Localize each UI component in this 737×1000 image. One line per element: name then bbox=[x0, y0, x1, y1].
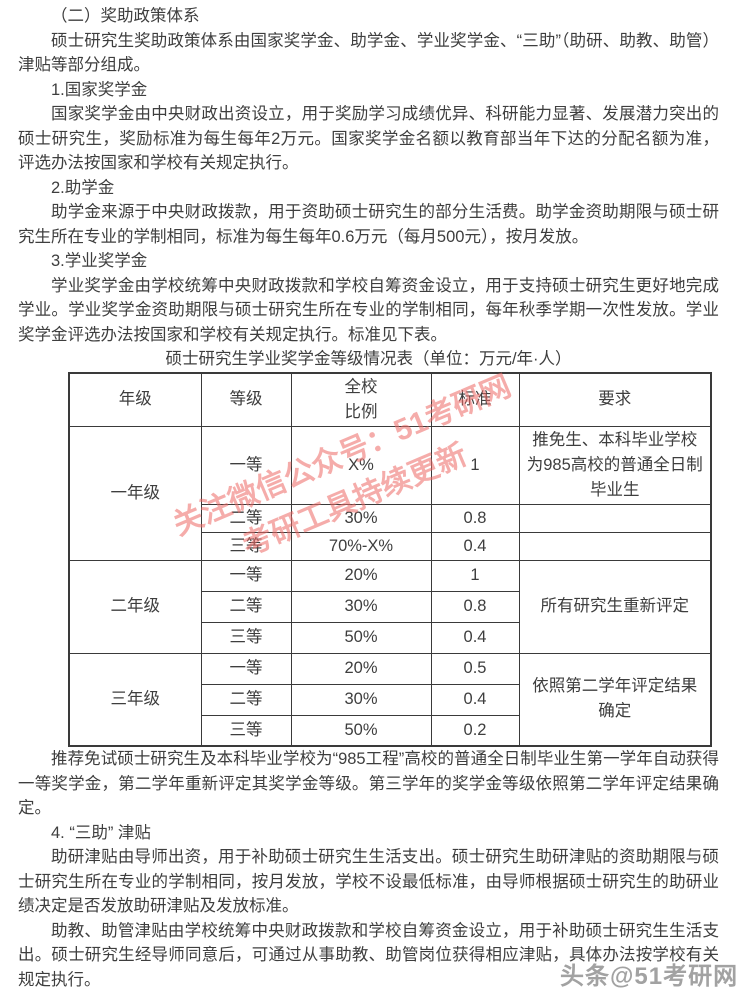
cell-level: 一等 bbox=[200, 652, 292, 685]
header-requirement: 要求 bbox=[518, 372, 712, 427]
table-row: 三年级 一等 20% 0.5 依照第二学年评定结果确定 bbox=[68, 652, 712, 747]
cell-level: 二等 bbox=[200, 590, 292, 623]
cell-level: 三等 bbox=[200, 714, 292, 747]
cell-ratio: 20% bbox=[290, 559, 432, 592]
paragraph-academic-scholarship: 学业奖学金由学校统筹中央财政拨款和学校自筹资金设立，用于支持硕士研究生更好地完成… bbox=[18, 276, 719, 344]
cell-grade-year1: 一年级 bbox=[68, 425, 202, 561]
cell-ratio: 70%-X% bbox=[290, 531, 432, 561]
table-title: 硕士研究生学业奖学金等级情况表（单位：万元/年·人） bbox=[165, 350, 572, 368]
header-level: 等级 bbox=[200, 372, 292, 427]
cell-requirement: 推免生、本科毕业学校为985高校的普通全日制毕业生 bbox=[518, 425, 712, 505]
heading-grant: 2.助学金 bbox=[51, 178, 115, 197]
cell-standard: 0.5 bbox=[430, 652, 520, 685]
header-grade: 年级 bbox=[68, 372, 202, 427]
cell-grade-year2: 二年级 bbox=[68, 559, 202, 654]
cell-level: 三等 bbox=[200, 621, 292, 654]
cell-requirement-year2: 所有研究生重新评定 bbox=[518, 559, 712, 654]
table-row: 三等 50% 0.4 bbox=[69, 621, 711, 654]
cell-standard: 0.8 bbox=[430, 590, 520, 623]
scholarship-grade-table: 年级 等级 全校 比例 标准 要求 一年级 一等 X% 1 推免生、本科毕业学校… bbox=[68, 371, 712, 747]
cell-standard: 0.8 bbox=[430, 503, 520, 533]
paragraph-exemption-rule: 推荐免试硕士研究生及本科毕业学校为“985工程”高校的普通全日制毕业生第一学年自… bbox=[18, 750, 719, 817]
header-ratio: 全校 比例 bbox=[290, 372, 432, 427]
cell-requirement-empty bbox=[518, 503, 712, 533]
cell-ratio: 50% bbox=[290, 621, 432, 654]
cell-standard: 1 bbox=[430, 425, 520, 505]
header-standard: 标准 bbox=[430, 372, 520, 427]
table-row: 二等 30% 0.8 bbox=[69, 503, 712, 533]
intro-paragraph: 硕士研究生奖助政策体系由国家奖学金、助学金、学业奖学金、“三助”（助研、助教、助… bbox=[18, 31, 719, 75]
paragraph-national-scholarship: 国家奖学金由中央财政出资设立，用于奖励学习成绩优异、科研能力显著、发展潜力突出的… bbox=[18, 105, 719, 172]
table-row: 二年级 一等 20% 1 所有研究生重新评定 bbox=[68, 559, 712, 654]
cell-standard: 0.4 bbox=[430, 531, 520, 561]
heading-three-assist: 4. “三助” 津贴 bbox=[51, 823, 151, 842]
cell-level: 二等 bbox=[200, 503, 292, 533]
cell-grade-year3: 三年级 bbox=[68, 652, 202, 747]
cell-ratio: 30% bbox=[290, 590, 432, 623]
cell-ratio: X% bbox=[290, 425, 432, 505]
cell-ratio: 20% bbox=[290, 652, 432, 685]
heading-national-scholarship: 1.国家奖学金 bbox=[51, 80, 148, 99]
cell-ratio: 50% bbox=[290, 714, 432, 747]
cell-level: 一等 bbox=[200, 425, 292, 505]
cell-standard: 0.2 bbox=[430, 714, 520, 747]
cell-level: 一等 bbox=[200, 559, 292, 592]
table-row: 三等 70%-X% 0.4 bbox=[69, 531, 712, 561]
table-row: 二等 30% 0.8 bbox=[69, 590, 711, 623]
heading-academic-scholarship: 3.学业奖学金 bbox=[51, 252, 148, 270]
cell-level: 二等 bbox=[200, 683, 292, 716]
cell-standard: 1 bbox=[430, 559, 520, 592]
cell-ratio: 30% bbox=[290, 683, 432, 716]
cell-requirement-empty bbox=[518, 531, 712, 561]
section-heading: （二）奖助政策体系 bbox=[51, 7, 200, 25]
cell-ratio: 30% bbox=[290, 503, 432, 533]
cell-standard: 0.4 bbox=[430, 621, 520, 654]
cell-requirement-year3: 依照第二学年评定结果确定 bbox=[518, 652, 712, 747]
cell-standard: 0.4 bbox=[430, 683, 520, 716]
cell-level: 三等 bbox=[200, 531, 292, 561]
paragraph-teaching-assist: 助教、助管津贴由学校统筹中央财政拨款和学校自筹资金设立，用于补助硕士研究生生活支… bbox=[18, 921, 719, 989]
table-header-row: 年级 等级 全校 比例 标准 要求 bbox=[68, 372, 712, 427]
table-row: 三等 50% 0.2 bbox=[69, 714, 711, 747]
paragraph-research-assist: 助研津贴由导师出资，用于补助硕士研究生生活支出。硕士研究生助研津贴的资助期限与硕… bbox=[18, 848, 719, 915]
table-row: 一年级 一等 X% 1 推免生、本科毕业学校为985高校的普通全日制毕业生 bbox=[68, 425, 712, 561]
paragraph-grant: 助学金来源于中央财政拨款，用于资助硕士研究生的部分生活费。助学金资助期限与硕士研… bbox=[18, 203, 719, 246]
